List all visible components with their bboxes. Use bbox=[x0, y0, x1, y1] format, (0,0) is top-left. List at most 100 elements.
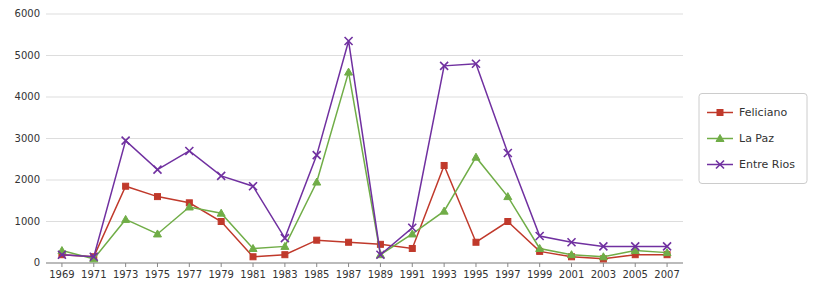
grid-line bbox=[46, 97, 683, 98]
point bbox=[504, 193, 512, 200]
y-tick-label: 1000 bbox=[15, 216, 40, 227]
point bbox=[217, 172, 225, 180]
grid-line bbox=[46, 14, 683, 15]
x-tick bbox=[667, 263, 668, 267]
y-tick-label: 4000 bbox=[15, 91, 40, 102]
point bbox=[313, 178, 321, 185]
x-tick-label: 1985 bbox=[304, 269, 329, 280]
legend: FelicianoLa PazEntre Rios bbox=[699, 94, 807, 184]
point bbox=[472, 153, 480, 160]
series bbox=[58, 68, 671, 262]
y-tick-label: 6000 bbox=[15, 8, 40, 19]
x-tick bbox=[380, 263, 381, 267]
point bbox=[218, 219, 224, 225]
x-axis: 1969197119731975197719791981198319851987… bbox=[46, 263, 683, 280]
y-axis: 0100020003000400050006000 bbox=[15, 8, 683, 268]
point bbox=[441, 162, 447, 168]
point bbox=[536, 232, 544, 240]
point bbox=[346, 239, 352, 245]
legend-marker bbox=[717, 110, 723, 116]
x-tick-label: 1987 bbox=[336, 269, 361, 280]
point bbox=[663, 242, 671, 250]
x-tick-label: 2005 bbox=[622, 269, 647, 280]
point bbox=[58, 251, 66, 259]
point bbox=[599, 253, 607, 260]
y-tick-label: 3000 bbox=[15, 133, 40, 144]
point bbox=[345, 68, 353, 75]
x-tick bbox=[571, 263, 572, 267]
series bbox=[59, 162, 670, 261]
x-tick-label: 1969 bbox=[49, 269, 74, 280]
point bbox=[185, 203, 193, 210]
x-tick bbox=[284, 263, 285, 267]
point bbox=[409, 245, 415, 251]
point bbox=[154, 194, 160, 200]
chart: 0100020003000400050006000196919711973197… bbox=[0, 0, 815, 289]
x-tick-label: 2007 bbox=[654, 269, 679, 280]
point bbox=[568, 238, 576, 246]
x-tick-label: 1977 bbox=[177, 269, 202, 280]
point bbox=[281, 234, 289, 242]
point bbox=[408, 224, 416, 232]
point bbox=[123, 183, 129, 189]
point bbox=[314, 237, 320, 243]
x-tick-label: 1991 bbox=[400, 269, 425, 280]
x-tick-label: 2001 bbox=[559, 269, 584, 280]
x-tick-label: 1983 bbox=[272, 269, 297, 280]
point bbox=[153, 230, 161, 237]
point bbox=[249, 244, 257, 251]
point bbox=[122, 137, 130, 145]
x-tick-label: 1997 bbox=[495, 269, 520, 280]
legend-label: Entre Rios bbox=[739, 158, 795, 171]
x-tick bbox=[603, 263, 604, 267]
point bbox=[568, 251, 576, 258]
x-tick bbox=[61, 263, 62, 267]
x-tick-label: 1981 bbox=[240, 269, 265, 280]
x-tick bbox=[539, 263, 540, 267]
legend-box bbox=[699, 94, 807, 184]
point bbox=[282, 252, 288, 258]
x-tick bbox=[189, 263, 190, 267]
point bbox=[90, 253, 98, 261]
point bbox=[281, 242, 289, 249]
point bbox=[504, 149, 512, 157]
legend-marker bbox=[716, 135, 724, 142]
point bbox=[473, 239, 479, 245]
x-tick-label: 1995 bbox=[463, 269, 488, 280]
point bbox=[376, 251, 384, 259]
x-tick-label: 2003 bbox=[591, 269, 616, 280]
y-tick-label: 2000 bbox=[15, 174, 40, 185]
series bbox=[58, 37, 671, 261]
x-tick bbox=[316, 263, 317, 267]
point bbox=[505, 219, 511, 225]
point bbox=[313, 151, 321, 159]
x-tick-label: 1973 bbox=[113, 269, 138, 280]
x-tick bbox=[507, 263, 508, 267]
x-tick-label: 1999 bbox=[527, 269, 552, 280]
point bbox=[217, 209, 225, 216]
grid-line bbox=[46, 138, 683, 139]
x-tick-label: 1979 bbox=[208, 269, 233, 280]
point bbox=[631, 242, 639, 250]
point bbox=[472, 60, 480, 68]
x-tick-label: 1993 bbox=[431, 269, 456, 280]
x-axis-line bbox=[46, 263, 683, 264]
grid-line bbox=[46, 180, 683, 181]
line bbox=[62, 165, 667, 258]
x-tick bbox=[253, 263, 254, 267]
point bbox=[440, 62, 448, 70]
x-tick bbox=[444, 263, 445, 267]
legend-label: Feliciano bbox=[739, 106, 787, 119]
x-tick-label: 1971 bbox=[81, 269, 106, 280]
x-tick bbox=[93, 263, 94, 267]
x-tick bbox=[412, 263, 413, 267]
x-tick bbox=[221, 263, 222, 267]
grid-line bbox=[46, 221, 683, 222]
x-tick bbox=[635, 263, 636, 267]
grid-line bbox=[46, 55, 683, 56]
point bbox=[249, 182, 257, 190]
point bbox=[345, 37, 353, 45]
y-tick-label: 0 bbox=[34, 257, 40, 268]
point bbox=[153, 166, 161, 174]
x-tick bbox=[348, 263, 349, 267]
